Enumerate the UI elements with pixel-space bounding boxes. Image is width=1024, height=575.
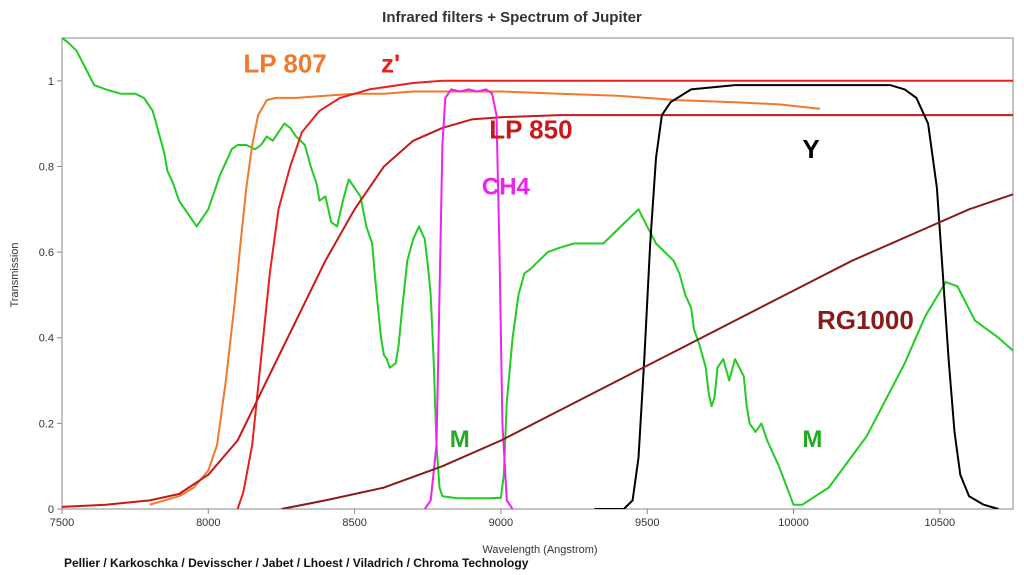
plot-frame xyxy=(61,37,1014,510)
x-tick-label: 9500 xyxy=(635,517,659,529)
y-tick-label: 1 xyxy=(48,76,54,88)
series-line-lp-850 xyxy=(62,114,1013,508)
x-tick-label: 10000 xyxy=(778,517,809,529)
series-line-jupiter-spectrum xyxy=(62,38,1013,506)
y-tick-label: 0.4 xyxy=(39,333,54,345)
x-tick-label: 7500 xyxy=(50,517,74,529)
x-axis-label: Wavelength (Angstrom) xyxy=(482,544,597,556)
x-tick-label: 10500 xyxy=(925,517,956,529)
y-axis-label: Transmission xyxy=(9,243,21,308)
series-line-y xyxy=(594,84,999,509)
y-tick-label: 0.8 xyxy=(39,161,54,173)
y-tick-label: 0.6 xyxy=(39,247,54,259)
x-tick-label: 8500 xyxy=(342,517,366,529)
annotation-label: LP 850 xyxy=(489,115,572,145)
annotation-label: Y xyxy=(802,134,819,164)
annotation-label: CH4 xyxy=(482,173,531,200)
y-tick-label: 0.2 xyxy=(39,418,54,430)
series-line-z xyxy=(236,79,1013,509)
series-line-rg1000 xyxy=(281,193,1013,509)
annotation-label: RG1000 xyxy=(817,305,914,335)
x-tick-label: 9000 xyxy=(489,517,513,529)
plot-area: 7500 8000 8500 9000 9500 10000 10500 0 0.2 0.4 0.6… xyxy=(39,37,1014,529)
credit-text: Pellier / Karkoschka / Devisscher / Jabe… xyxy=(64,556,529,570)
chart-title: Infrared filters + Spectrum of Jupiter xyxy=(382,9,642,26)
y-tick-label: 0 xyxy=(48,504,54,516)
annotation-label: LP 807 xyxy=(243,48,326,78)
annotation-label: z' xyxy=(381,48,400,78)
annotation-label: M xyxy=(450,426,470,453)
x-tick-label: 8000 xyxy=(196,517,220,529)
series-line-ch4 xyxy=(423,88,514,509)
series-line-lp-807 xyxy=(149,90,821,506)
annotation-label: M xyxy=(802,426,822,453)
